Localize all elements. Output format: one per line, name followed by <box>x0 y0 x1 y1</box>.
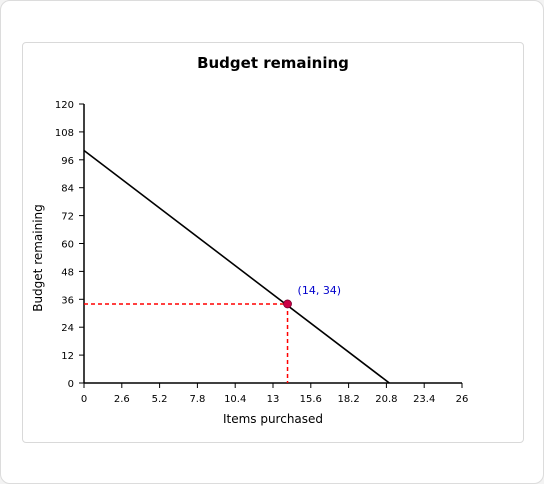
x-tick-label: 20.8 <box>375 394 397 405</box>
x-tick-label: 10.4 <box>224 394 246 405</box>
y-tick-label: 72 <box>61 212 74 223</box>
y-tick-label: 96 <box>61 156 74 167</box>
y-tick-label: 84 <box>61 184 74 195</box>
x-tick-label: 26 <box>456 394 469 405</box>
x-axis-label: Items purchased <box>223 412 323 426</box>
x-tick-label: 23.4 <box>413 394 435 405</box>
x-tick-label: 18.2 <box>337 394 359 405</box>
x-tick-label: 5.2 <box>152 394 168 405</box>
chart-card: Budget remaining 0 2.6 5.2 7.8 10.4 13 15.6 18.… <box>22 42 524 443</box>
series-line <box>83 149 390 384</box>
y-tick-label: 12 <box>61 351 74 362</box>
y-tick-label: 60 <box>61 240 74 251</box>
x-tick-label: 7.8 <box>189 394 205 405</box>
y-tick-label: 120 <box>55 100 74 111</box>
y-tick-label: 108 <box>55 128 74 139</box>
y-axis-label: Budget remaining <box>31 204 45 312</box>
highlight-point-marker <box>283 299 292 309</box>
x-tick-label: 15.6 <box>300 394 322 405</box>
y-tick-label: 24 <box>61 323 74 334</box>
y-tick-label: 36 <box>61 295 74 306</box>
y-tick-label: 48 <box>61 267 74 278</box>
highlight-point-label: (14, 34) <box>298 284 342 297</box>
x-tick-label: 13 <box>267 394 280 405</box>
x-tick-label: 2.6 <box>114 394 130 405</box>
x-tick-label: 0 <box>81 394 87 405</box>
y-tick-label: 0 <box>68 379 74 390</box>
chart-title: Budget remaining <box>197 54 349 72</box>
line-chart: Budget remaining 0 2.6 5.2 7.8 10.4 13 15.6 18.… <box>31 54 468 426</box>
plot-area: 0 2.6 5.2 7.8 10.4 13 15.6 18.2 20.8 23.4 26 0 12 24 3… <box>55 100 468 405</box>
